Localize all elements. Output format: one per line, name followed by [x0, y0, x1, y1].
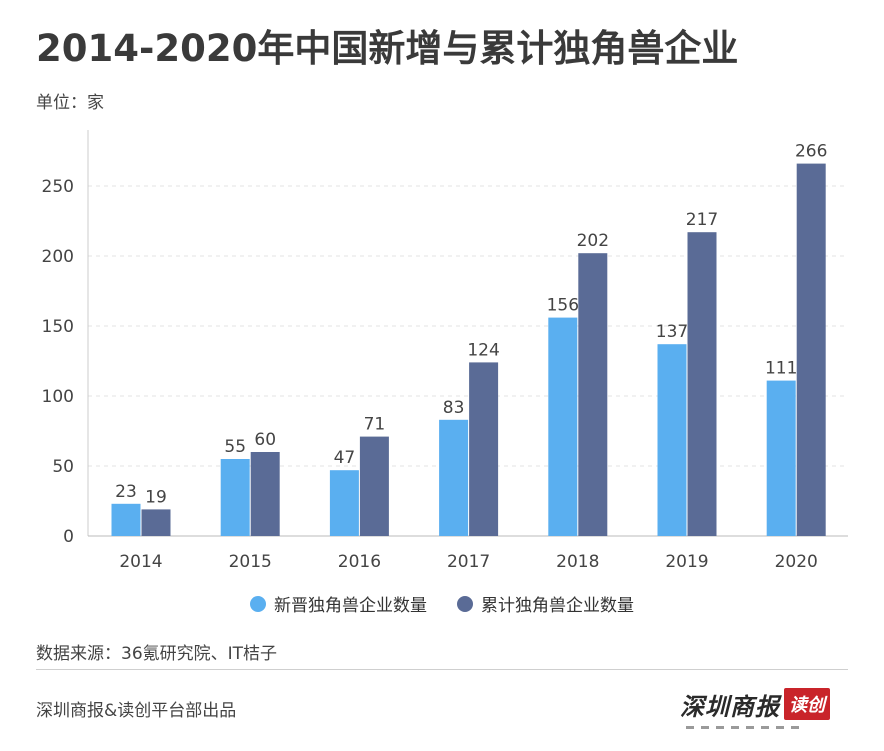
data-label: 202 [577, 231, 609, 251]
publisher-logo: 深圳商报 读创 [680, 686, 848, 736]
data-source: 数据来源：36氪研究院、IT桔子 [36, 644, 278, 664]
data-label: 19 [145, 487, 167, 507]
y-tick-label: 200 [42, 247, 74, 267]
bar-cumulative-2015 [250, 452, 280, 536]
legend-item-new: 新晋独角兽企业数量 [250, 591, 427, 616]
legend-label-cumulative: 累计独角兽企业数量 [481, 596, 634, 616]
credit: 深圳商报&读创平台部出品 [36, 701, 237, 721]
bar-cumulative-2018 [578, 253, 608, 536]
x-tick-label: 2014 [119, 552, 162, 572]
logo-subline [686, 726, 836, 729]
y-tick-label: 150 [42, 317, 74, 337]
data-label: 83 [443, 398, 465, 418]
data-label: 23 [115, 482, 137, 502]
legend-swatch-cumulative [457, 595, 473, 612]
bar-chart: 0 50 100 150 200 250 23 19 2014 55 60 2015 47 71 2016 8… [42, 130, 848, 572]
bar-cumulative-2017 [469, 362, 499, 536]
bar-new-2016 [329, 470, 359, 536]
data-label: 111 [765, 359, 797, 379]
legend-item-cumulative: 累计独角兽企业数量 [457, 591, 634, 616]
bar-new-2015 [220, 459, 250, 536]
data-label: 55 [224, 437, 246, 457]
divider [36, 669, 848, 670]
bar-new-2014 [111, 503, 141, 536]
data-label: 156 [547, 296, 579, 316]
y-tick-label: 100 [42, 387, 74, 407]
unit-label: 单位：家 [36, 93, 104, 113]
bar-new-2020 [766, 380, 796, 536]
y-tick-label: 250 [42, 177, 74, 197]
y-tick-label: 50 [52, 457, 74, 477]
x-tick-label: 2016 [338, 552, 381, 572]
x-tick-label: 2020 [775, 552, 818, 572]
data-label: 47 [334, 448, 356, 468]
data-label: 71 [364, 415, 386, 435]
data-label: 137 [656, 322, 688, 342]
x-tick-label: 2019 [665, 552, 708, 572]
legend-swatch-new [250, 595, 266, 612]
bar-cumulative-2014 [141, 509, 171, 536]
x-tick-label: 2017 [447, 552, 490, 572]
x-tick-label: 2018 [556, 552, 599, 572]
chart-title: 2014-2020年中国新增与累计独角兽企业 [36, 27, 739, 70]
legend-label-new: 新晋独角兽企业数量 [274, 596, 427, 616]
legend: 新晋独角兽企业数量 累计独角兽企业数量 [0, 591, 884, 616]
logo-text: 深圳商报 [680, 691, 780, 721]
bar-new-2017 [439, 419, 469, 536]
logo-badge: 读创 [784, 688, 830, 720]
y-tick-label: 0 [63, 527, 74, 547]
bar-cumulative-2019 [687, 232, 717, 536]
bar-cumulative-2016 [359, 436, 389, 536]
data-label: 217 [686, 210, 718, 230]
x-tick-label: 2015 [229, 552, 272, 572]
data-label: 124 [467, 340, 499, 360]
data-label: 266 [795, 142, 827, 162]
bar-new-2019 [657, 344, 687, 536]
bar-new-2018 [548, 317, 578, 536]
bar-cumulative-2020 [796, 163, 826, 536]
data-label: 60 [254, 430, 276, 450]
